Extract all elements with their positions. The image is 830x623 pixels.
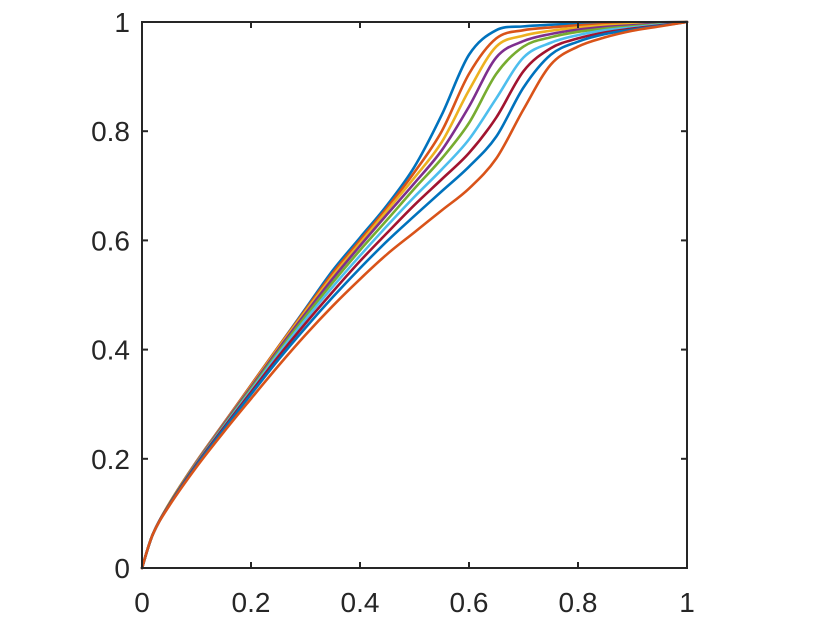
y-tick-label: 0.6 xyxy=(91,225,130,256)
y-tick-label: 0 xyxy=(114,553,130,584)
series-line-3 xyxy=(140,20,689,570)
x-tick-label: 0.2 xyxy=(232,587,271,618)
ticks-layer xyxy=(141,21,688,569)
series-layer xyxy=(140,20,689,570)
x-tick-label: 0.6 xyxy=(450,587,489,618)
series-line-1 xyxy=(140,20,689,570)
x-tick-label: 1 xyxy=(679,587,695,618)
axes-box xyxy=(141,21,688,569)
series-line-4 xyxy=(140,20,689,570)
series-line-2 xyxy=(140,20,689,570)
series-line-8 xyxy=(140,20,689,570)
x-tick-label: 0.8 xyxy=(559,587,598,618)
series-line-5 xyxy=(140,20,689,570)
y-tick-label: 0.4 xyxy=(91,335,130,366)
x-tick-label: 0.4 xyxy=(341,587,380,618)
series-line-6 xyxy=(140,20,689,570)
tick-labels-layer: 0 0.2 0.4 0.6 0.8 1 0 0.2 0.4 0.6 0.8 1 xyxy=(91,7,695,618)
series-line-7 xyxy=(140,20,689,570)
y-tick-label: 1 xyxy=(114,7,130,38)
y-tick-label: 0.2 xyxy=(91,444,130,475)
x-tick-label: 0 xyxy=(134,587,150,618)
y-tick-label: 0.8 xyxy=(91,116,130,147)
series-line-9 xyxy=(140,20,689,570)
